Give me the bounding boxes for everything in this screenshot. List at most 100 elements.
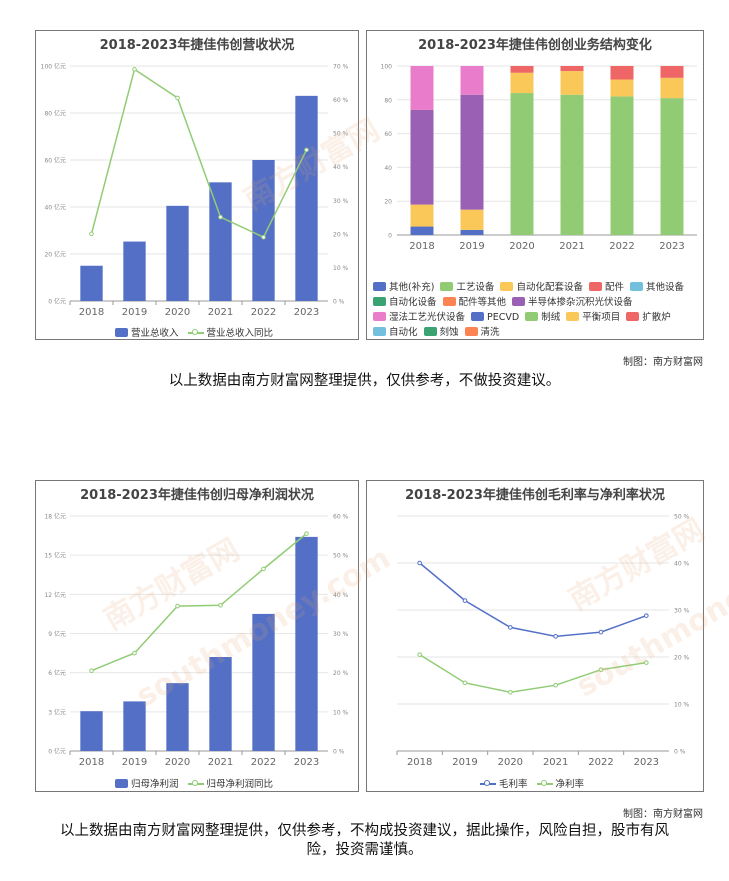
disclaimer-text: 以上数据由南方财富网整理提供，仅供参考，不构成投资建议，据此操作，风险自担，股市… xyxy=(60,823,669,858)
y2-tick-label: 0 % xyxy=(674,749,686,756)
line-point xyxy=(89,231,94,237)
legend-item-net-profit-yoy[interactable]: 归母净利润同比 xyxy=(187,776,274,790)
legend-item[interactable]: 其他(补充) xyxy=(373,279,434,293)
line-point xyxy=(598,629,604,635)
line-point xyxy=(304,531,309,536)
legend-label: 平衡项目 xyxy=(582,312,621,323)
y-tick-label: 6 亿元 xyxy=(48,669,66,677)
stacked-bar-segment xyxy=(560,71,584,95)
y2-tick-label: 30 % xyxy=(333,198,349,205)
legend-label: 毛利率 xyxy=(498,779,528,790)
legend-item[interactable]: 平衡项目 xyxy=(566,309,620,323)
stacked-bar-segment xyxy=(660,98,684,235)
series-line xyxy=(419,562,647,638)
legend-swatch xyxy=(500,282,514,291)
legend-swatch xyxy=(525,312,539,321)
y-tick-label: 20 亿元 xyxy=(44,251,66,259)
stacked-bar-segment xyxy=(460,229,484,235)
chart-title: 2018-2023年捷佳伟创营收状况 xyxy=(99,38,295,53)
x-tick-label: 2022 xyxy=(609,241,634,252)
legend-item[interactable]: 配件 xyxy=(588,279,624,293)
legend-label: 其他(补充) xyxy=(389,282,435,293)
bar xyxy=(80,711,103,751)
legend-item[interactable]: 其他设备 xyxy=(629,279,684,293)
line-point xyxy=(553,634,558,639)
y2-tick-label: 70 % xyxy=(333,64,349,71)
stacked-bar-segment xyxy=(510,72,534,94)
chart-credit: 制图：南方财富网 xyxy=(623,357,703,368)
legend-item-revenue-yoy[interactable]: 营业总收入同比 xyxy=(187,325,273,339)
stacked-bar-segment xyxy=(510,66,534,73)
y2-tick-label: 50 % xyxy=(333,553,349,560)
bar xyxy=(295,536,318,751)
y2-tick-label: 20 % xyxy=(333,231,349,238)
legend-label: PECVD xyxy=(487,312,520,323)
y-tick-label: 40 亿元 xyxy=(44,204,66,212)
y2-tick-label: 60 % xyxy=(333,514,349,521)
legend-item[interactable]: 湿法工艺光伏设备 xyxy=(373,309,465,323)
margin-chart-panel: 0 % 10 % 20 % 30 % 40 % 50 % 2018 2019 2020 2021 2… xyxy=(366,480,704,792)
business-structure-chart-panel: 0 20 40 60 80 100 2018 2019 2020 2021 2022 2023 201… xyxy=(366,30,704,340)
legend-swatch xyxy=(373,312,386,321)
y-tick-label: 100 xyxy=(381,64,393,71)
legend-item[interactable]: 刻蚀 xyxy=(423,324,459,338)
stacked-bar-segment xyxy=(560,66,584,72)
line-point xyxy=(598,667,604,672)
x-tick-label: 2018 xyxy=(79,757,104,768)
legend-item[interactable]: 工艺设备 xyxy=(440,279,494,293)
legend-label: 归母净利润 xyxy=(130,779,179,790)
legend-swatch xyxy=(442,297,456,306)
line-point xyxy=(417,560,422,566)
legend-item[interactable]: 配件等其他 xyxy=(442,294,506,308)
stacked-bar-segment xyxy=(610,66,634,80)
legend-item[interactable]: 半导体掺杂沉积光伏设备 xyxy=(512,294,633,308)
legend-item-net-margin[interactable]: 净利率 xyxy=(536,776,585,790)
legend-label: 清洗 xyxy=(480,327,500,338)
line-point xyxy=(508,625,513,630)
legend-label: 制绒 xyxy=(541,312,561,323)
x-tick-label: 2021 xyxy=(208,757,233,768)
series-line xyxy=(419,654,647,694)
legend-item[interactable]: PECVD xyxy=(471,312,519,323)
legend-label: 自动化 xyxy=(389,327,418,338)
revenue-chart: 0 亿元 20 亿元 40 亿元 60 亿元 80 亿元 100 亿元 0 % 10 % 20 … xyxy=(41,63,349,319)
legend-item[interactable]: 扩散炉 xyxy=(626,309,671,323)
legend-item[interactable]: 自动化设备 xyxy=(373,294,437,308)
y2-tick-label: 40 % xyxy=(333,592,349,599)
line-point xyxy=(304,147,309,153)
y2-tick-label: 20 % xyxy=(674,655,690,662)
chart-legend: 毛利率 净利率 xyxy=(367,776,703,790)
line-point xyxy=(462,598,468,603)
legend-item[interactable]: 清洗 xyxy=(464,324,500,338)
series-line xyxy=(91,533,307,672)
legend-item[interactable]: 自动化配套设备 xyxy=(500,279,583,293)
legend-swatch xyxy=(187,779,204,788)
y-tick-label: 60 xyxy=(384,131,392,138)
legend-label: 半导体掺杂沉积光伏设备 xyxy=(528,297,633,308)
line-point xyxy=(644,660,649,665)
legend-label: 归母净利润同比 xyxy=(206,779,274,790)
legend-swatch xyxy=(479,779,496,788)
legend-item-net-profit[interactable]: 归母净利润 xyxy=(114,776,179,790)
legend-label: 其他设备 xyxy=(645,282,684,293)
legend-item[interactable]: 自动化 xyxy=(373,324,418,338)
business-structure-chart: 0 20 40 60 80 100 2018 2019 2020 2021 2022 2023 xyxy=(381,64,697,252)
legend-swatch xyxy=(588,282,602,291)
y-tick-label: 80 xyxy=(384,97,392,104)
legend-item[interactable]: 制绒 xyxy=(525,309,560,323)
legend-label: 湿法工艺光伏设备 xyxy=(389,312,466,323)
legend-item-revenue[interactable]: 营业总收入 xyxy=(114,325,178,339)
legend-swatch xyxy=(464,327,478,336)
bar xyxy=(209,657,232,751)
bar xyxy=(166,205,189,301)
legend-swatch xyxy=(373,327,386,336)
y2-tick-label: 10 % xyxy=(674,702,690,709)
line-point xyxy=(175,603,180,609)
legend-label: 净利率 xyxy=(555,779,585,790)
line-point xyxy=(132,650,137,656)
legend-item-gross-margin[interactable]: 毛利率 xyxy=(479,776,528,790)
x-tick-label: 2023 xyxy=(294,307,319,318)
y-tick-label: 40 xyxy=(384,165,392,172)
x-tick-label: 2020 xyxy=(509,241,534,252)
bar xyxy=(123,701,146,751)
